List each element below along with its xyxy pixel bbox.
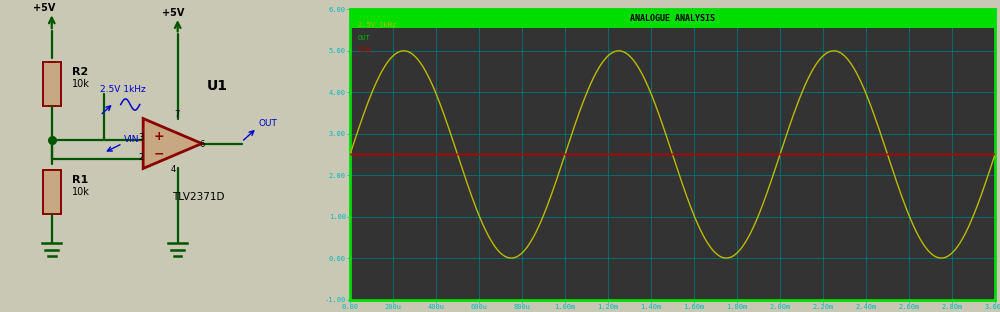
Text: OUT: OUT (358, 36, 370, 41)
Text: 10k: 10k (72, 187, 90, 197)
Text: +5V: +5V (162, 7, 185, 17)
Text: 2: 2 (138, 153, 143, 162)
Text: U1: U1 (207, 80, 228, 94)
Text: ANALOGUE ANALYSIS: ANALOGUE ANALYSIS (630, 14, 715, 23)
Polygon shape (143, 119, 202, 168)
Text: 3: 3 (138, 133, 143, 142)
FancyBboxPatch shape (43, 62, 61, 106)
Text: VIN-: VIN- (358, 47, 375, 53)
Text: 6: 6 (199, 140, 205, 149)
Text: OUT: OUT (259, 119, 278, 128)
Text: 10k: 10k (72, 79, 90, 89)
FancyBboxPatch shape (43, 170, 61, 214)
Text: TLV2371D: TLV2371D (173, 192, 225, 202)
Text: 2.5V 1kHz: 2.5V 1kHz (100, 85, 146, 94)
Text: R2: R2 (72, 67, 89, 77)
Text: −: − (154, 148, 164, 161)
Bar (350, 9, 995, 28)
Text: 2.5V 1kHz: 2.5V 1kHz (358, 22, 396, 28)
Text: 7: 7 (174, 110, 180, 119)
Text: R1: R1 (72, 174, 89, 184)
Text: 4: 4 (171, 165, 176, 173)
Text: VIN-: VIN- (124, 135, 143, 144)
Text: +: + (154, 130, 164, 143)
Text: +5V: +5V (33, 3, 55, 13)
